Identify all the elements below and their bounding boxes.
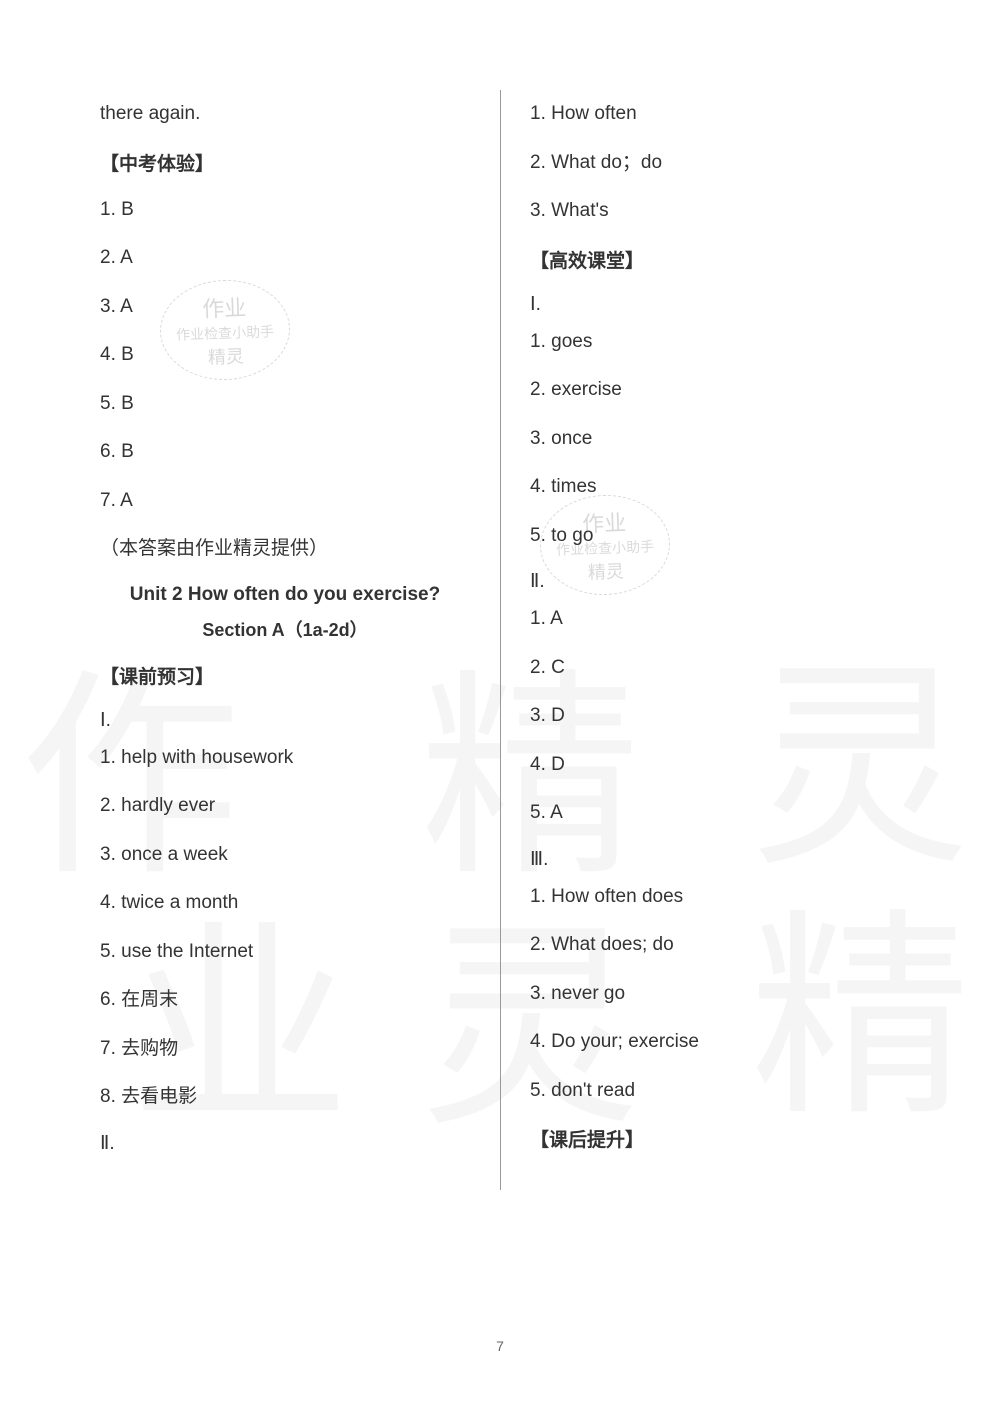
unit-title: Unit 2 How often do you exercise? [100, 584, 470, 606]
answer-item: 3. never go [530, 980, 900, 1009]
answer-item: 5. A [530, 799, 900, 828]
answer-item: 1. B [100, 196, 470, 225]
right-column: 1. How often 2. What do；do 3. What's 【高效… [500, 90, 920, 1182]
answer-item: 4. B [100, 341, 470, 370]
roman-numeral: Ⅰ. [100, 709, 470, 732]
section-heading: 【课前预习】 [100, 662, 470, 689]
answer-item: 6. 在周末 [100, 986, 470, 1015]
left-column: there again. 【中考体验】 1. B 2. A 3. A 4. B … [80, 90, 500, 1182]
answer-item: 7. 去购物 [100, 1035, 470, 1064]
answer-item: 4. times [530, 473, 900, 502]
credit-line: （本答案由作业精灵提供） [100, 535, 470, 564]
answer-item: 5. use the Internet [100, 938, 470, 967]
answer-item: 1. How often does [530, 883, 900, 912]
answer-item: 1. goes [530, 328, 900, 357]
answer-item: 3. once a week [100, 841, 470, 870]
page-content: there again. 【中考体验】 1. B 2. A 3. A 4. B … [0, 0, 1000, 1222]
answer-item: 4. twice a month [100, 889, 470, 918]
roman-numeral: Ⅱ. [100, 1132, 470, 1155]
roman-numeral: Ⅱ. [530, 570, 900, 593]
answer-item: 2. hardly ever [100, 792, 470, 821]
answer-item: 3. What's [530, 197, 900, 226]
answer-item: 2. C [530, 654, 900, 683]
section-subtitle: Section A（1a-2d） [100, 616, 470, 642]
answer-item: 2. What does; do [530, 931, 900, 960]
answer-item: 6. B [100, 438, 470, 467]
roman-numeral: Ⅲ. [530, 848, 900, 871]
answer-item: 3. D [530, 702, 900, 731]
answer-item: 1. help with housework [100, 744, 470, 773]
section-heading: 【高效课堂】 [530, 246, 900, 273]
section-heading: 【课后提升】 [530, 1125, 900, 1152]
answer-item: 2. What do；do [530, 149, 900, 178]
answer-item: 7. A [100, 487, 470, 516]
roman-numeral: Ⅰ. [530, 293, 900, 316]
answer-item: 8. 去看电影 [100, 1083, 470, 1112]
section-heading: 【中考体验】 [100, 149, 470, 176]
answer-item: 5. don't read [530, 1077, 900, 1106]
answer-item: 3. A [100, 293, 470, 322]
column-divider [500, 90, 501, 1190]
answer-item: 5. to go [530, 522, 900, 551]
answer-item: 1. How often [530, 100, 900, 129]
answer-item: 2. A [100, 244, 470, 273]
answer-item: 1. A [530, 605, 900, 634]
page-number: 7 [496, 1338, 504, 1354]
text-line: there again. [100, 100, 470, 129]
answer-item: 2. exercise [530, 376, 900, 405]
answer-item: 5. B [100, 390, 470, 419]
answer-item: 4. Do your; exercise [530, 1028, 900, 1057]
answer-item: 3. once [530, 425, 900, 454]
answer-item: 4. D [530, 751, 900, 780]
